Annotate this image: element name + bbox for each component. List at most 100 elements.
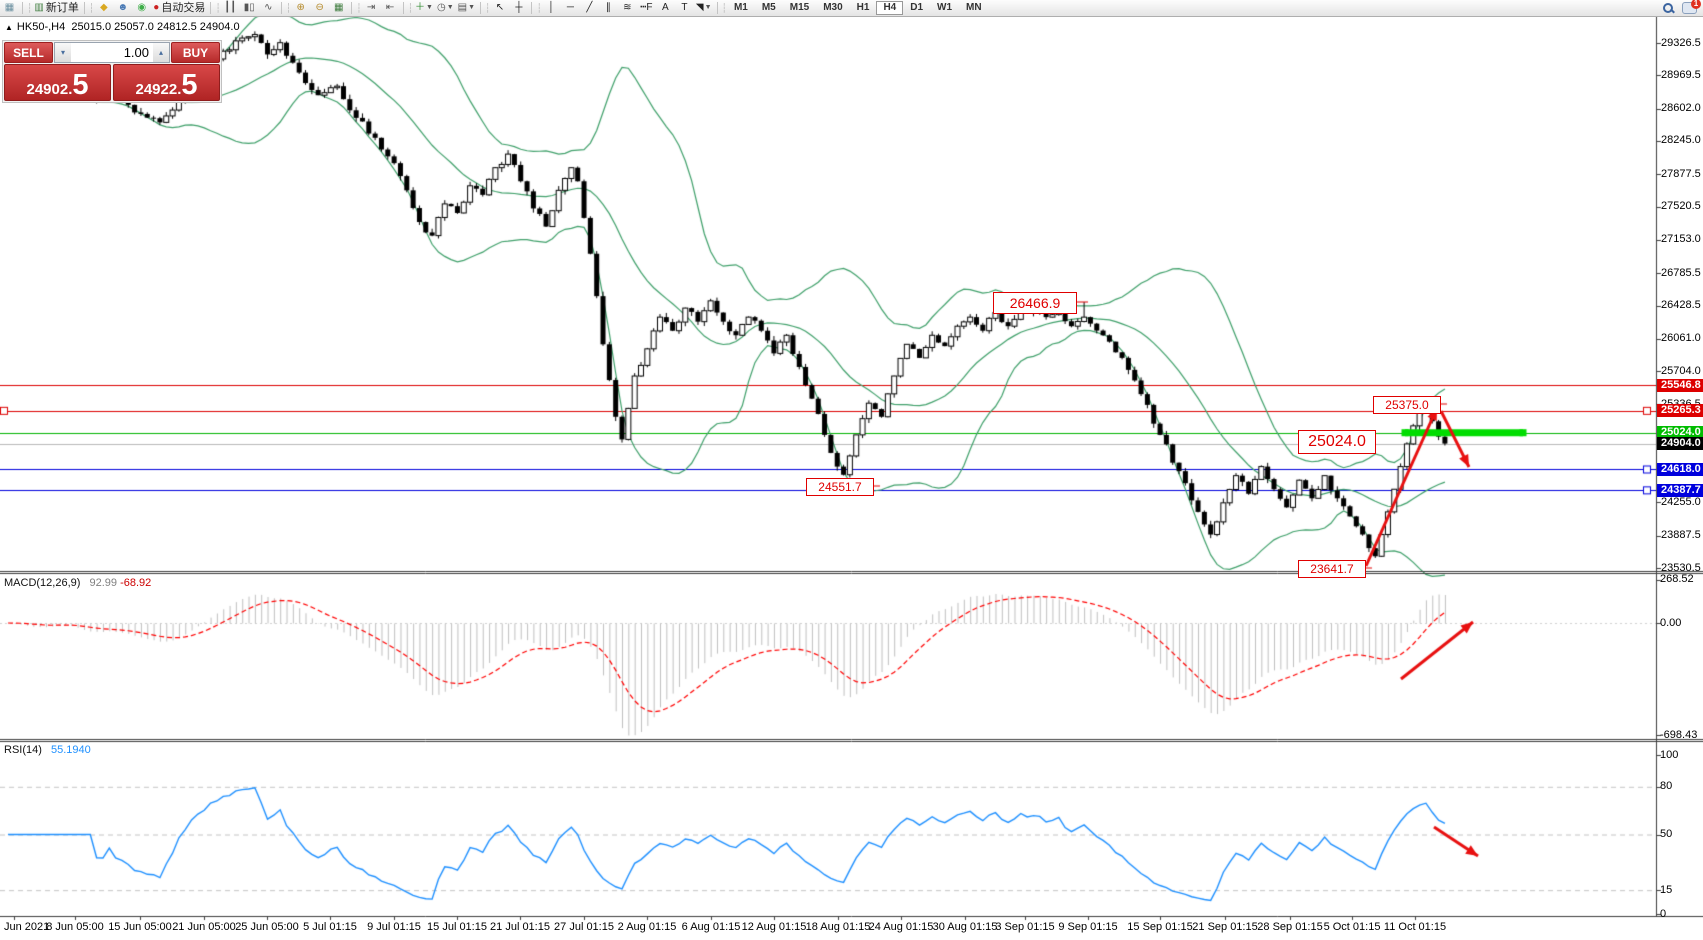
one-click-trading-panel: SELL ▾ ▴ BUY 24902.5 24922.5: [2, 40, 222, 103]
sell-button[interactable]: SELL: [4, 42, 53, 63]
trendline-button[interactable]: ╱: [580, 1, 599, 15]
price-axis-label: 28245.0: [1661, 134, 1701, 147]
templates-icon: ▤: [457, 2, 468, 13]
sell-price[interactable]: 24902. 5: [4, 64, 111, 101]
text-label-icon: T: [681, 2, 688, 13]
toolbar-separator: [210, 2, 212, 14]
timeframe-d1[interactable]: D1: [910, 2, 924, 13]
price-tag: 25024.0: [1657, 426, 1703, 440]
fibonacci-icon: ≋: [623, 2, 632, 13]
time-axis-label: 5 Oct 01:15: [1323, 921, 1381, 933]
time-axis-label: 15 Jul 01:15: [427, 921, 487, 933]
cursor-icon: ↖: [495, 2, 505, 13]
indicators-icon: ＋: [415, 2, 426, 13]
buy-price-dot: .: [177, 81, 182, 98]
chevron-down-icon[interactable]: ▼: [468, 4, 476, 11]
new-order-button[interactable]: ▥ 新订单: [32, 1, 80, 15]
indicators-button[interactable]: ＋ ▼: [413, 1, 435, 15]
volume-input[interactable]: [71, 43, 153, 62]
sell-price-main: 24902: [26, 81, 69, 98]
zoom-out-button[interactable]: ⊖: [310, 1, 329, 15]
toolbar-grip: ┆: [88, 2, 95, 13]
toolbar-grip: ┆: [536, 2, 542, 13]
fibonacci-expansion-button[interactable]: ┅F: [637, 1, 656, 15]
toolbar-grip: ┆: [285, 2, 292, 13]
candlestick-chart-button[interactable]: ▮▯: [240, 1, 259, 15]
price-axis-label: 28969.5: [1661, 68, 1701, 81]
buy-button[interactable]: BUY: [171, 42, 220, 63]
timeframe-m30[interactable]: M30: [823, 2, 843, 13]
chart-window-button[interactable]: ▦: [0, 1, 19, 15]
time-axis-label: 9 Sep 01:15: [1058, 921, 1118, 933]
sell-price-frac: 5: [72, 69, 89, 101]
toolbar-grip: ┆: [721, 2, 728, 13]
price-axis-label: 26428.5: [1661, 299, 1701, 311]
rsi-axis-label: 100: [1660, 748, 1679, 761]
timeframe-h4[interactable]: H4: [876, 1, 904, 15]
one-click-toggle-icon[interactable]: ▲: [5, 23, 13, 32]
horizontal-line-button[interactable]: ─: [561, 1, 580, 15]
chevron-down-icon[interactable]: ▼: [426, 4, 433, 11]
community-icon: ☻: [117, 2, 129, 13]
timeframe-m1[interactable]: M1: [733, 2, 748, 13]
price-annotation[interactable]: 23641.7: [1298, 560, 1366, 578]
auto-scroll-button[interactable]: ⇥: [362, 1, 381, 15]
macd-name: MACD(12,26,9): [4, 577, 81, 589]
timeframe-m15[interactable]: M15: [789, 2, 810, 13]
auto-scroll-icon: ⇥: [366, 2, 376, 13]
timeframe-w1[interactable]: W1: [937, 2, 953, 13]
ohlc-values: 25015.0 25057.0 24812.5 24904.0: [71, 21, 240, 33]
chart-shift-icon: ⇤: [385, 2, 395, 13]
cursor-button[interactable]: ↖: [490, 1, 509, 15]
tile-windows-button[interactable]: ▦: [329, 1, 348, 15]
toolbar-separator: [402, 2, 404, 14]
timeframe-m5[interactable]: M5: [761, 2, 776, 13]
bar-chart-button[interactable]: ┃┃: [221, 1, 240, 15]
price-annotation[interactable]: 25375.0: [1373, 396, 1441, 414]
volume-decrease-button[interactable]: ▾: [55, 43, 71, 62]
price-annotation[interactable]: 24551.7: [806, 478, 874, 496]
chart-shift-button[interactable]: ⇤: [381, 1, 400, 15]
price-tag: 24904.0: [1657, 437, 1703, 451]
autotrading-button[interactable]: ● 自动交易: [151, 1, 207, 15]
community-button[interactable]: ☻: [113, 1, 132, 15]
styles-icon: ◆: [99, 2, 108, 13]
time-axis-label: 8 Jun 05:00: [46, 921, 104, 933]
zoom-in-button[interactable]: ⊕: [291, 1, 310, 15]
vertical-line-button[interactable]: │: [542, 1, 561, 15]
time-axis-label: 18 Aug 01:15: [805, 921, 871, 933]
signal-button[interactable]: ◉: [132, 1, 151, 15]
chevron-down-icon[interactable]: ▼: [446, 4, 454, 11]
autotrading-label: 自动交易: [161, 2, 206, 14]
time-axis-label: 21 Jul 01:15: [490, 921, 550, 933]
toolbar-separator: [531, 2, 533, 14]
search-icon[interactable]: [1662, 2, 1674, 14]
price-annotation[interactable]: 26466.9: [993, 292, 1077, 314]
arrows-button[interactable]: ◥ ▼: [694, 1, 714, 15]
time-axis-label: 30 Aug 01:15: [932, 921, 998, 933]
line-chart-button[interactable]: ∿: [259, 1, 278, 15]
price-axis-label: 23887.5: [1661, 529, 1701, 542]
price-annotation[interactable]: 25024.0: [1298, 430, 1376, 454]
chat-icon[interactable]: 1: [1682, 0, 1701, 14]
chevron-down-icon[interactable]: ▼: [704, 4, 712, 11]
crosshair-button[interactable]: ┼: [509, 1, 528, 15]
periods-button[interactable]: ◷ ▼: [435, 1, 456, 15]
fibonacci-button[interactable]: ≋: [618, 1, 637, 15]
timeframe-mn[interactable]: MN: [966, 2, 982, 13]
volume-increase-button[interactable]: ▴: [153, 43, 169, 62]
styles-button[interactable]: ◆: [94, 1, 113, 15]
text-button[interactable]: A: [656, 1, 675, 15]
price-axis-label: 25704.0: [1661, 364, 1701, 377]
equidistant-channel-button[interactable]: ∥: [599, 1, 618, 15]
price-tag: 25265.3: [1657, 404, 1703, 418]
toolbar-separator: [716, 2, 718, 14]
timeframe-h1[interactable]: H1: [856, 2, 870, 13]
templates-button[interactable]: ▤ ▼: [456, 1, 477, 15]
price-axis-label: 23530.5: [1661, 561, 1701, 574]
buy-price[interactable]: 24922. 5: [113, 64, 220, 101]
time-axis-label: 2 Aug 01:15: [617, 921, 677, 933]
text-label-button[interactable]: T: [675, 1, 694, 15]
